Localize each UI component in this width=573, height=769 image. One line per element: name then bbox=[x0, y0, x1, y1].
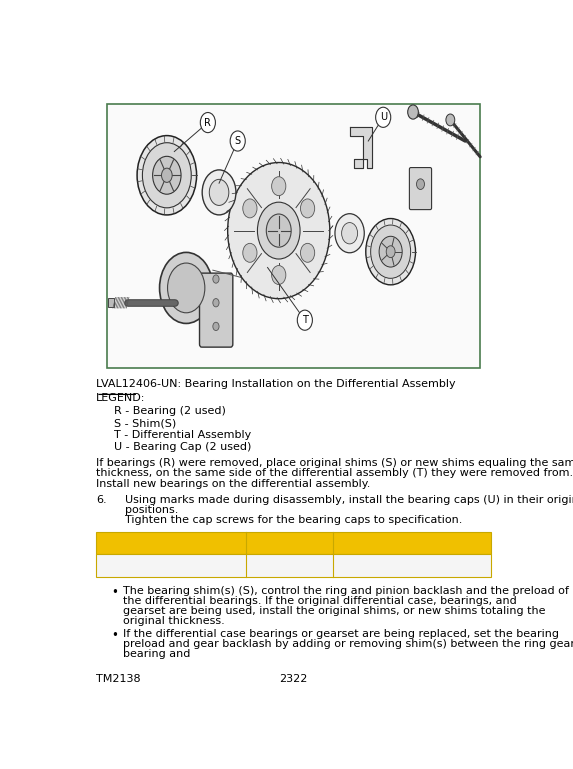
Text: S: S bbox=[235, 136, 241, 146]
Circle shape bbox=[272, 177, 286, 195]
Circle shape bbox=[152, 156, 181, 195]
Circle shape bbox=[371, 225, 411, 278]
Text: preload and gear backlash by adding or removing shim(s) between the ring gear si: preload and gear backlash by adding or r… bbox=[123, 639, 573, 649]
Circle shape bbox=[243, 243, 257, 262]
Text: If the differential case bearings or gearset are being replaced, set the bearing: If the differential case bearings or gea… bbox=[123, 629, 559, 639]
Circle shape bbox=[167, 263, 205, 313]
Text: S - Shim(S): S - Shim(S) bbox=[114, 418, 176, 428]
Circle shape bbox=[213, 298, 219, 307]
Text: LVAL12406-UN: Bearing Installation on the Differential Assembly: LVAL12406-UN: Bearing Installation on th… bbox=[96, 379, 456, 389]
Text: •: • bbox=[112, 586, 119, 599]
FancyBboxPatch shape bbox=[199, 273, 233, 347]
Text: Specification: Specification bbox=[336, 534, 417, 544]
Text: U: U bbox=[380, 112, 387, 122]
Circle shape bbox=[386, 246, 395, 258]
Bar bbox=[96, 554, 491, 577]
Text: 6.: 6. bbox=[96, 495, 107, 505]
Text: 54—68 N·m (40—50 lb.-ft.): 54—68 N·m (40—50 lb.-ft.) bbox=[336, 558, 486, 568]
Circle shape bbox=[202, 170, 236, 215]
Text: 2322: 2322 bbox=[280, 674, 308, 684]
Text: gearset are being used, install the original shims, or new shims totaling the: gearset are being used, install the orig… bbox=[123, 606, 545, 616]
Text: LEGEND:: LEGEND: bbox=[96, 393, 146, 403]
Text: Using marks made during disassembly, install the bearing caps (U) in their origi: Using marks made during disassembly, ins… bbox=[125, 495, 573, 505]
Text: Tighten the cap screws for the bearing caps to specification.: Tighten the cap screws for the bearing c… bbox=[125, 515, 462, 525]
Circle shape bbox=[227, 162, 330, 298]
Circle shape bbox=[143, 143, 191, 208]
Circle shape bbox=[335, 214, 364, 253]
Circle shape bbox=[209, 179, 229, 205]
Bar bbox=[107, 104, 480, 368]
Text: original thickness.: original thickness. bbox=[123, 616, 225, 626]
Text: TM2138: TM2138 bbox=[96, 674, 141, 684]
Circle shape bbox=[446, 114, 455, 126]
Circle shape bbox=[272, 265, 286, 285]
Circle shape bbox=[300, 243, 315, 262]
Text: The bearing shim(s) (S), control the ring and pinion backlash and the preload of: The bearing shim(s) (S), control the rin… bbox=[123, 586, 568, 596]
Polygon shape bbox=[350, 127, 372, 168]
Circle shape bbox=[243, 199, 257, 218]
FancyBboxPatch shape bbox=[409, 168, 431, 210]
Circle shape bbox=[342, 222, 358, 244]
Text: Install new bearings on the differential assembly.: Install new bearings on the differential… bbox=[96, 478, 370, 488]
Text: the differential bearings. If the original differential case, bearings, and: the differential bearings. If the origin… bbox=[123, 596, 516, 606]
Circle shape bbox=[213, 275, 219, 283]
Circle shape bbox=[297, 310, 312, 330]
Text: U - Bearing Cap (2 used): U - Bearing Cap (2 used) bbox=[114, 442, 251, 452]
Text: positions.: positions. bbox=[125, 505, 178, 515]
Circle shape bbox=[379, 236, 402, 267]
Text: bearing and: bearing and bbox=[123, 649, 190, 659]
Circle shape bbox=[366, 218, 415, 285]
Circle shape bbox=[376, 107, 391, 128]
Text: Measurement: Measurement bbox=[249, 534, 335, 544]
Text: R: R bbox=[205, 118, 211, 128]
Text: Item: Item bbox=[99, 534, 127, 544]
Text: R - Bearing (2 used): R - Bearing (2 used) bbox=[114, 406, 226, 416]
Text: Torque: Torque bbox=[249, 558, 286, 568]
Circle shape bbox=[230, 131, 245, 151]
Text: T: T bbox=[302, 315, 308, 325]
Circle shape bbox=[257, 202, 300, 259]
Text: •: • bbox=[112, 629, 119, 642]
Circle shape bbox=[266, 214, 291, 247]
Circle shape bbox=[300, 199, 315, 218]
Text: T - Differential Assembly: T - Differential Assembly bbox=[114, 430, 251, 440]
FancyBboxPatch shape bbox=[108, 298, 114, 308]
Text: If bearings (R) were removed, place original shims (S) or new shims equaling the: If bearings (R) were removed, place orig… bbox=[96, 458, 573, 468]
Circle shape bbox=[213, 322, 219, 331]
Circle shape bbox=[408, 105, 418, 119]
Bar bbox=[96, 532, 491, 554]
Circle shape bbox=[137, 135, 197, 215]
Text: thickness, on the same side of the differential assembly (T) they were removed f: thickness, on the same side of the diffe… bbox=[96, 468, 573, 478]
Text: Bearing Cap-Cap Screw: Bearing Cap-Cap Screw bbox=[99, 558, 230, 568]
Circle shape bbox=[417, 179, 425, 189]
Circle shape bbox=[201, 112, 215, 132]
Circle shape bbox=[162, 168, 172, 182]
Circle shape bbox=[159, 252, 213, 324]
